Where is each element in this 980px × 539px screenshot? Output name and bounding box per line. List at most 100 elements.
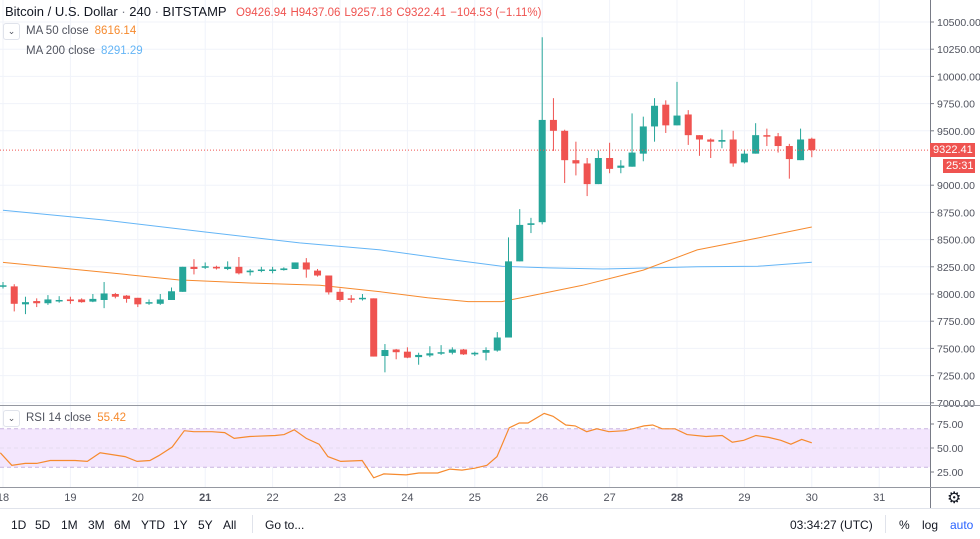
candle-body [448, 349, 456, 353]
rsi-y-tick-label: 25.00 [937, 467, 963, 479]
close-value: C9322.41 [396, 7, 447, 19]
candle-body [729, 139, 737, 164]
candle [212, 265, 220, 270]
candle [336, 288, 344, 302]
range-6m-button[interactable]: 6M [114, 518, 131, 532]
x-tick-label: 20 [132, 492, 144, 504]
candle-body [179, 266, 187, 292]
candle-body [111, 294, 119, 297]
y-tick-label: 7000.00 [937, 398, 975, 410]
candle-body [684, 114, 692, 136]
y-tick-label: 7500.00 [937, 343, 975, 355]
ma200-legend[interactable]: MA 200 close 8291.29 [26, 45, 143, 57]
candle-body [156, 299, 164, 304]
candle-body [797, 139, 805, 161]
candle [437, 345, 445, 355]
candle-body [347, 298, 355, 300]
candle-body [21, 302, 29, 305]
rsi-series [0, 412, 812, 479]
rsi-value: 55.42 [97, 412, 126, 424]
ma200-value: 8291.29 [101, 45, 143, 57]
candle [426, 346, 434, 358]
auto-scale-toggle[interactable]: auto [950, 518, 974, 532]
x-tick-label: 23 [334, 492, 346, 504]
rsi-legend[interactable]: RSI 14 close 55.42 [26, 412, 126, 424]
candle-body [280, 268, 288, 271]
goto-button[interactable]: Go to... [265, 518, 305, 532]
candle-body [516, 224, 524, 262]
candle [190, 259, 198, 275]
range-1d-button[interactable]: 1D [11, 518, 27, 532]
range-all-button[interactable]: All [223, 518, 237, 532]
candle-body [212, 266, 220, 269]
toolbar-divider [885, 515, 886, 533]
candle-body [358, 297, 366, 300]
candle [78, 298, 86, 303]
candle-body [808, 138, 816, 151]
candle [66, 296, 74, 304]
y-tick-label: 7750.00 [937, 316, 975, 328]
candle [257, 266, 265, 273]
candle [392, 348, 400, 360]
range-1m-button[interactable]: 1M [61, 518, 78, 532]
bar-countdown-label: 25:31 [943, 159, 975, 173]
ma200-line [2, 209, 812, 270]
candle [718, 129, 726, 149]
interval[interactable]: 240 [129, 4, 151, 19]
low-value: L9257.18 [344, 7, 393, 19]
ma50-legend[interactable]: MA 50 close 8616.14 [26, 25, 136, 37]
range-5d-button[interactable]: 5D [35, 518, 51, 532]
candle [673, 81, 681, 126]
chart-canvas[interactable]: 18 19 20 21 22 23 24 25 26 27 28 29 30 31 10500.00 1025… [0, 0, 980, 508]
candle [145, 299, 153, 305]
ma50-label: MA 50 close [26, 25, 89, 37]
range-1y-button[interactable]: 1Y [173, 518, 188, 532]
candle-body [628, 152, 636, 167]
y-tick-label: 9000.00 [937, 180, 975, 192]
candle [302, 258, 310, 278]
candle-body [381, 350, 389, 357]
candle-body [460, 349, 468, 355]
candle-body [695, 135, 703, 140]
candle-body [606, 158, 614, 169]
y-tick-label: 10500.00 [937, 17, 980, 29]
candle [89, 294, 97, 303]
candle-body [718, 140, 726, 142]
candle [493, 332, 501, 352]
candle [55, 296, 63, 303]
symbol-header: Bitcoin / U.S. Dollar 240 BITSTAMP O9426.9… [5, 4, 545, 19]
range-ytd-button[interactable]: YTD [141, 518, 165, 532]
candle [695, 135, 703, 156]
candle-body [437, 352, 445, 354]
candle [370, 298, 378, 357]
y-tick-label: 8000.00 [937, 289, 975, 301]
candle [729, 130, 737, 167]
range-5y-button[interactable]: 5Y [198, 518, 213, 532]
x-tick-label: 27 [603, 492, 615, 504]
collapse-rsi-chevron-icon[interactable]: ⌄ [3, 410, 20, 427]
candle [797, 128, 805, 161]
candle-body [594, 158, 602, 185]
candle-body [785, 146, 793, 160]
candle-body [44, 299, 52, 304]
last-price-label: 9322.41 [930, 143, 975, 157]
candle-body [403, 351, 411, 358]
range-3m-button[interactable]: 3M [88, 518, 105, 532]
candle [168, 287, 175, 300]
percent-scale-toggle[interactable]: % [899, 518, 910, 532]
candle-body [482, 350, 490, 353]
x-tick-label: 28 [671, 492, 683, 504]
candles [0, 37, 816, 373]
collapse-indicators-chevron-icon[interactable]: ⌄ [3, 23, 20, 40]
candle-body [269, 269, 277, 272]
candle-body [10, 286, 18, 304]
y-tick-label: 9750.00 [937, 99, 975, 111]
candle-body [572, 160, 580, 164]
clock-timezone[interactable]: 03:34:27 (UTC) [790, 518, 873, 532]
candle-body [190, 266, 198, 269]
symbol-name[interactable]: Bitcoin / U.S. Dollar [5, 4, 118, 19]
log-scale-toggle[interactable]: log [922, 518, 939, 532]
rsi-band [0, 428, 930, 468]
candle-body [763, 135, 771, 137]
gear-icon[interactable]: ⚙ [947, 490, 962, 507]
